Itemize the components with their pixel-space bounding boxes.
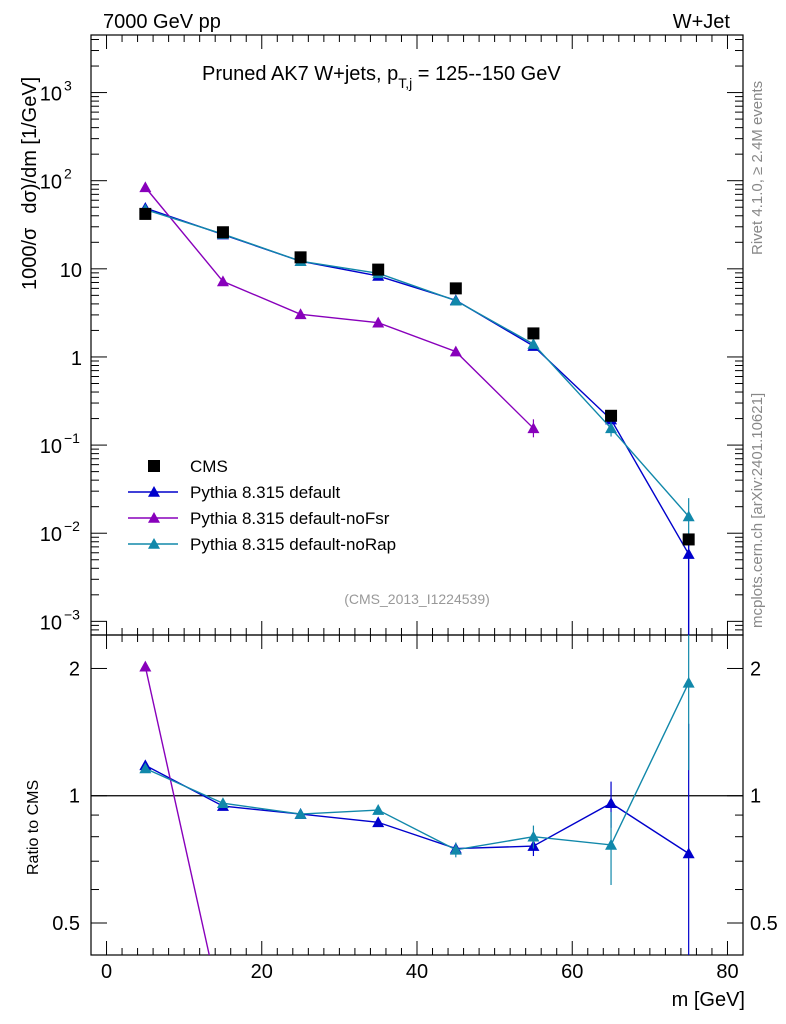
legend-marker: [148, 512, 160, 523]
cms-data-marker: [216, 226, 229, 239]
plot-title: Pruned AK7 W+jets, pT,j = 125--150 GeV: [202, 63, 561, 91]
y-tick-label: 10: [40, 612, 62, 634]
y-tick-label: 10: [40, 172, 62, 194]
x-tick-label: 20: [251, 961, 273, 983]
ratio-y-tick-label-right: 2: [750, 658, 761, 680]
series-line-1: [144, 186, 534, 429]
cms-data-marker: [294, 251, 307, 264]
cms-data-marker: [449, 282, 462, 295]
ratio-y-tick-label-right: 1: [750, 786, 761, 808]
y-axis-label: 1000/σ dσ)/dm [1/GeV]: [19, 77, 41, 290]
legend-marker: [148, 486, 160, 497]
legend: CMS Pythia 8.315 default Pythia 8.315 defa…: [128, 457, 396, 554]
ratio-marker-2: [682, 676, 695, 688]
plot-title-main: Pruned AK7 W+jets, p: [202, 63, 398, 85]
plot-title-subscript: T,j: [398, 75, 412, 91]
ratio-y-tick-label: 2: [69, 658, 80, 680]
cms-data-marker: [372, 263, 385, 276]
ratio-y-tick-label-right: 0.5: [750, 913, 778, 935]
legend-label: Pythia 8.315 default: [190, 483, 341, 502]
cms-data-marker: [139, 207, 152, 220]
ratio-plot-frame: [90, 634, 744, 956]
ratio-marker-2: [216, 797, 229, 809]
legend-marker: [148, 538, 160, 549]
ratio-marker-2: [294, 808, 307, 819]
cms-data-marker: [682, 533, 695, 546]
ratio-series: [139, 635, 695, 956]
ratio-marker-2: [139, 762, 152, 774]
cms-data-marker: [527, 327, 540, 340]
y-tick-exponent: −1: [64, 430, 80, 446]
legend-label: Pythia 8.315 default-noFsr: [190, 509, 390, 528]
header-left-label: 7000 GeV pp: [103, 11, 221, 33]
legend-label: Pythia 8.315 default-noRap: [190, 535, 396, 554]
legend-label: CMS: [190, 457, 228, 476]
series-line-2: [145, 208, 690, 517]
analysis-id-label: (CMS_2013_I1224539): [344, 591, 490, 607]
ratio-y-tick-label: 1: [69, 786, 80, 808]
y-axis-label-rest: dσ)/dm [1/GeV]: [19, 77, 41, 214]
x-tick-label: 80: [716, 961, 738, 983]
series-marker-2: [527, 338, 540, 349]
series-marker-1: [216, 275, 229, 287]
y-tick-label: 10: [40, 84, 62, 106]
ratio-line-2: [145, 682, 690, 851]
series-marker-1: [139, 181, 152, 193]
series-marker-1: [372, 316, 385, 328]
ratio-marker-2: [449, 843, 462, 855]
x-tick-label: 60: [561, 961, 583, 983]
ratio-y-axis-label: Ratio to CMS: [25, 780, 42, 875]
series-line-0: [145, 207, 690, 555]
rivet-version-label: Rivet 4.1.0, ≥ 2.4M events: [749, 81, 766, 255]
ratio-marker-0: [372, 816, 385, 828]
y-tick-label: 1: [71, 348, 82, 370]
legend-marker-cms: [148, 460, 160, 472]
cms-data-marker: [605, 409, 618, 422]
y-tick-label: 10: [40, 524, 62, 546]
series-lines: [139, 181, 695, 635]
main-plot-frame: [90, 34, 744, 636]
y-tick-label: 10: [60, 260, 82, 282]
ratio-marker-1: [139, 660, 152, 672]
x-tick-label: 40: [406, 961, 428, 983]
y-axis-label-prefix: 1000/σ: [19, 227, 41, 290]
header-right-label: W+Jet: [673, 11, 731, 33]
ratio-line-1: [144, 666, 210, 956]
x-tick-label: 0: [101, 961, 112, 983]
ratio-marker-2: [372, 804, 385, 815]
ratio-marker-0: [605, 797, 618, 809]
ratio-y-tick-label: 0.5: [52, 913, 80, 935]
series-marker-1: [449, 345, 462, 357]
series-marker-1: [294, 308, 307, 320]
cms-data-points: [139, 207, 695, 546]
ratio-marker-2: [527, 830, 540, 842]
y-tick-exponent: −3: [64, 606, 80, 622]
y-tick-exponent: −2: [64, 518, 80, 534]
y-tick-label: 10: [40, 436, 62, 458]
series-marker-2: [449, 294, 462, 306]
x-axis-label: m [GeV]: [672, 989, 745, 1011]
ratio-marker-2: [605, 838, 618, 850]
ratio-line-0: [145, 764, 690, 855]
mcplots-reference-label: mcplots.cern.ch [arXiv:2401.10621]: [749, 393, 766, 628]
plot-title-rest: = 125--150 GeV: [412, 63, 561, 85]
ratio-marker-0: [682, 847, 695, 859]
y-tick-exponent: 2: [64, 166, 72, 182]
y-tick-exponent: 3: [64, 78, 72, 94]
